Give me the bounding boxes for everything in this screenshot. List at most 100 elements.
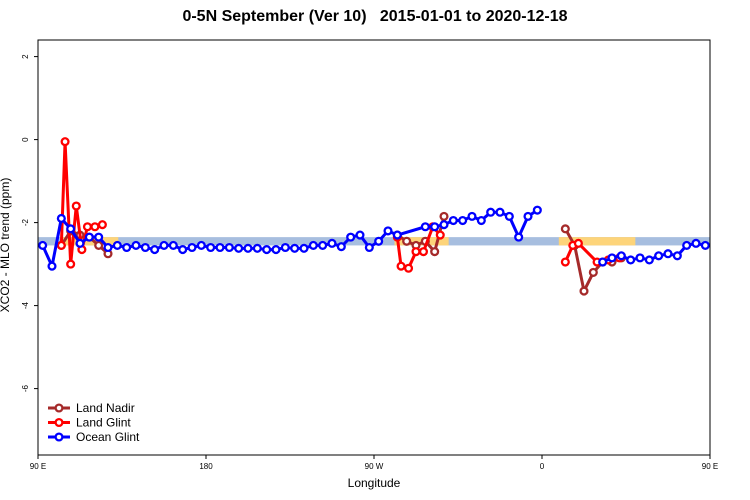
ocean-glint-point — [196, 240, 206, 250]
ocean-glint-point — [103, 242, 113, 253]
ocean-glint-point — [318, 240, 328, 250]
ocean-glint-point — [38, 240, 48, 250]
ocean-glint-point — [327, 238, 337, 248]
land-glint-point — [56, 240, 66, 250]
ocean-glint-point — [168, 240, 178, 250]
land-glint-point — [396, 261, 406, 271]
land-glint-point — [90, 222, 100, 232]
ocean-glint-point — [739, 225, 746, 232]
ocean-glint-point — [140, 242, 150, 253]
ocean-glint-point — [112, 240, 122, 250]
ocean-glint-point — [626, 255, 636, 265]
ocean-glint-point — [663, 249, 673, 259]
land-nadir-point — [430, 247, 440, 257]
land-nadir-point — [439, 211, 449, 221]
ocean-glint-point — [159, 240, 169, 250]
ocean-glint-point — [711, 242, 718, 249]
land-nadir-point — [579, 286, 589, 296]
ocean-glint-point — [75, 238, 85, 248]
land-glint-point — [560, 257, 570, 267]
ocean-glint-point — [308, 240, 318, 250]
x-tick-label: 90 E — [702, 462, 718, 471]
ocean-glint-point — [215, 242, 225, 253]
chart-title: 0-5N September (Ver 10) 2015-01-01 to 20… — [182, 8, 568, 25]
land-nadir-point — [560, 224, 570, 234]
land-nadir-point — [730, 242, 737, 249]
land-nadir-point — [588, 267, 598, 277]
ocean-glint-point — [430, 222, 440, 232]
ocean-glint-point — [131, 240, 141, 250]
ocean-glint-point — [439, 220, 449, 230]
ocean-glint-point — [224, 242, 234, 253]
legend-label-land-nadir: Land Nadir — [76, 401, 135, 415]
ocean-glint-point — [56, 213, 66, 224]
ocean-glint-point — [280, 242, 290, 253]
ocean-glint-point — [523, 211, 533, 221]
ocean-glint-point — [420, 222, 430, 232]
x-axis-label: Longitude — [347, 476, 401, 490]
ocean-glint-point — [66, 224, 76, 234]
land-glint-point — [435, 230, 445, 240]
ocean-glint-point — [355, 230, 365, 240]
x-tick-label: 180 — [199, 462, 213, 471]
legend-label-ocean-glint: Ocean Glint — [76, 430, 140, 444]
land-glint-point — [71, 201, 81, 211]
ocean-glint-point — [336, 242, 346, 252]
ocean-glint-point — [635, 253, 645, 263]
legend-label-land-glint: Land Glint — [76, 416, 131, 430]
land-nadir-point — [402, 236, 412, 246]
land-glint-point — [97, 220, 107, 230]
ocean-glint-point — [616, 251, 626, 261]
ocean-glint-point — [84, 232, 94, 242]
ocean-glint-point — [299, 243, 309, 253]
ocean-glint-point — [495, 207, 505, 217]
ocean-glint-point — [187, 242, 197, 253]
y-tick-label: -6 — [21, 384, 30, 392]
ocean-glint-point — [700, 240, 710, 250]
ocean-glint-point — [486, 207, 496, 217]
ocean-glint-line — [41, 208, 539, 268]
land-band-4 — [732, 237, 750, 245]
ocean-glint-point — [178, 245, 188, 255]
legend-marker-land-glint — [54, 417, 64, 428]
x-tick-label: 0 — [540, 462, 545, 471]
ocean-glint-point — [682, 240, 692, 250]
ocean-glint-point — [392, 230, 402, 240]
ocean-glint-point — [262, 245, 272, 255]
ocean-glint-point — [721, 263, 728, 270]
y-tick-label: -2 — [21, 218, 30, 226]
ocean-glint-point — [271, 245, 281, 255]
ocean-glint-point — [672, 251, 682, 261]
y-tick-label: -4 — [21, 301, 30, 309]
land-glint-point — [66, 259, 76, 269]
ocean-glint-point — [532, 205, 542, 215]
ocean-glint-point — [346, 232, 356, 242]
land-nadir-line — [733, 231, 750, 254]
ocean-glint-point — [150, 245, 160, 255]
ocean-glint-point — [504, 211, 514, 221]
land-glint-point — [411, 247, 421, 257]
y-tick-label: 0 — [21, 137, 30, 142]
ocean-glint-point — [598, 257, 608, 267]
ocean-glint-point — [206, 242, 216, 253]
x-tick-label: 90 W — [365, 462, 384, 471]
ocean-glint-point — [607, 253, 617, 263]
ocean-glint-point — [383, 226, 393, 236]
plot-content — [38, 137, 750, 296]
ocean-glint-point — [243, 243, 253, 253]
y-tick-label: 2 — [21, 54, 30, 59]
ocean-glint-point — [458, 215, 468, 226]
land-glint-point — [60, 137, 70, 147]
land-glint-line — [733, 142, 750, 264]
ocean-glint-point — [234, 243, 244, 253]
land-glint-point — [573, 238, 583, 248]
land-nadir-point — [739, 228, 746, 235]
ocean-glint-point — [448, 215, 458, 226]
ocean-band — [38, 237, 710, 246]
land-glint-point — [82, 222, 93, 232]
land-nadir-point — [94, 240, 104, 250]
land-glint-point — [730, 242, 737, 249]
ocean-glint-point — [654, 251, 664, 261]
land-glint-point — [739, 261, 746, 268]
